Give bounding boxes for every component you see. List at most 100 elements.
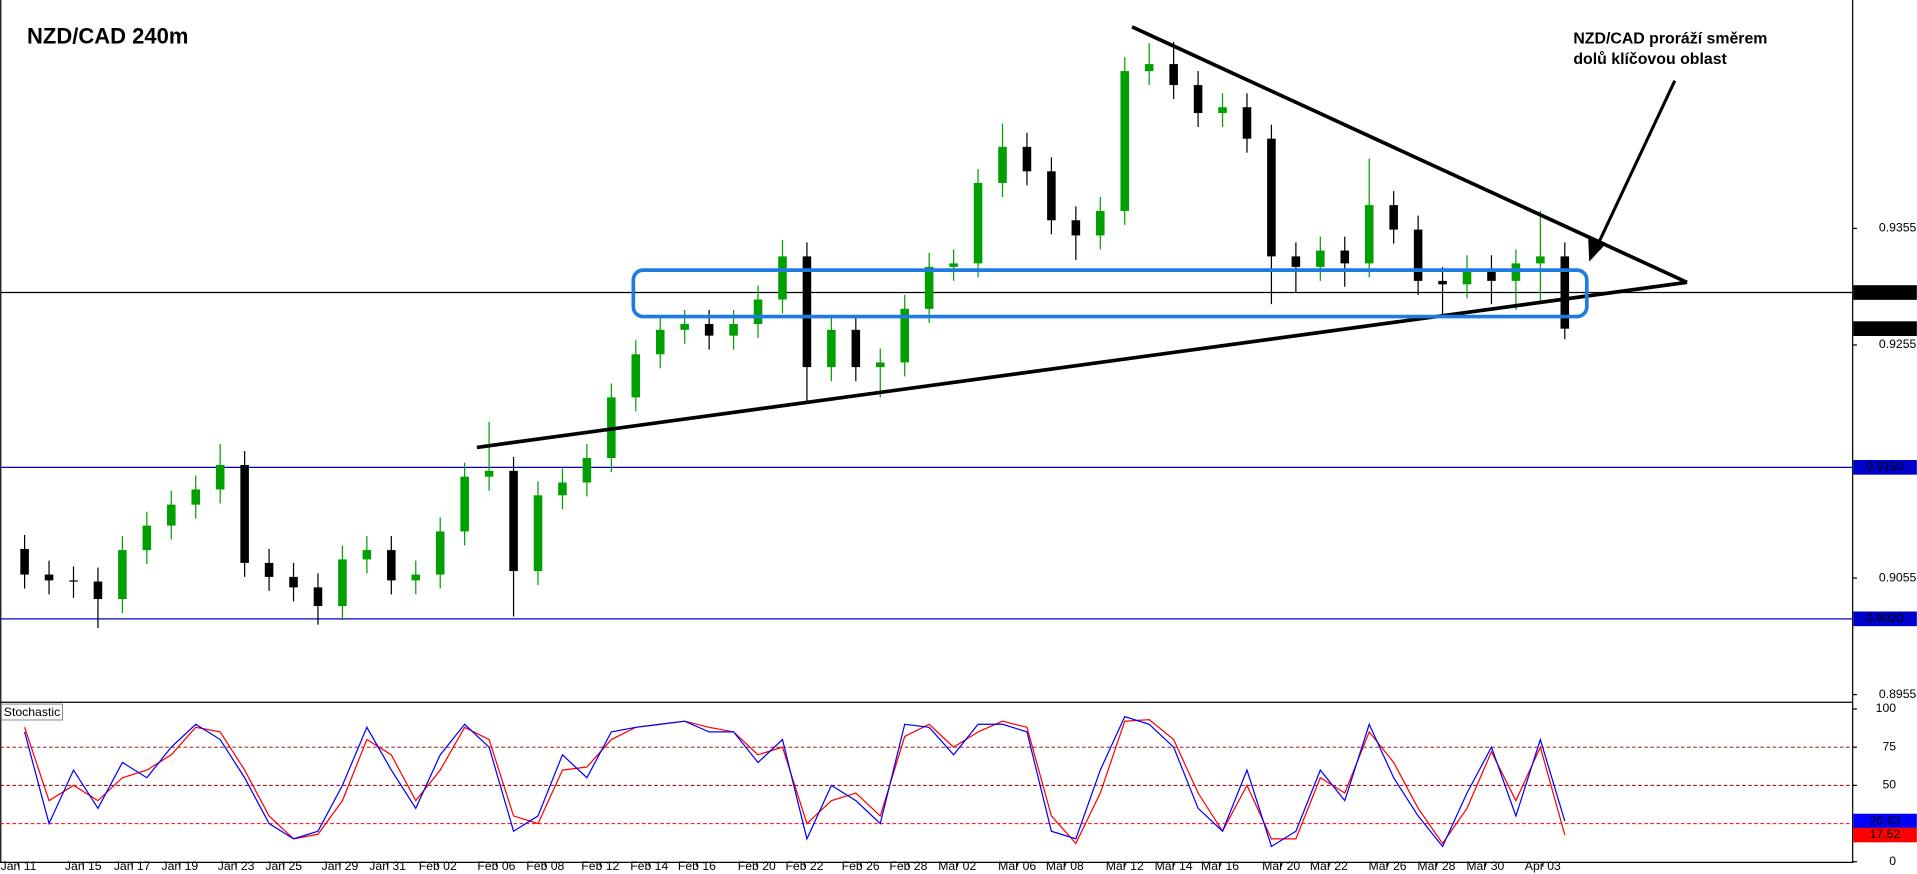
x-tick-label: Mar 06	[998, 859, 1036, 873]
x-tick-label: Mar 02	[938, 859, 976, 873]
candle-body	[1560, 256, 1570, 329]
candle-body	[387, 550, 396, 581]
candle-body	[191, 489, 201, 505]
x-tick-label: Mar 22	[1310, 859, 1348, 873]
x-tick-label: Feb 22	[785, 859, 823, 873]
candle-body	[215, 465, 225, 490]
candle-body	[1242, 107, 1252, 139]
price-label: 0.9150	[1866, 460, 1904, 474]
x-tick-label: Mar 08	[1046, 859, 1084, 873]
x-tick-label: Jan 17	[114, 859, 151, 873]
x-tick-label: Jan 19	[162, 859, 199, 873]
candle-body	[1462, 269, 1472, 285]
candle-body	[1047, 171, 1056, 221]
candle-body	[167, 504, 176, 526]
candle-body	[509, 470, 518, 572]
x-tick-label: Feb 08	[526, 859, 564, 873]
candle-body	[949, 263, 958, 267]
chart-title: NZD/CAD 240m	[27, 24, 188, 49]
x-tick-label: Jan 11	[1, 859, 37, 873]
price-label: 0.9020	[1866, 611, 1904, 625]
candle-body	[1316, 250, 1325, 267]
candle-body	[1096, 210, 1105, 236]
x-tick-label: Feb 16	[678, 859, 716, 873]
candle-body	[1071, 220, 1081, 236]
candle-body	[411, 574, 421, 581]
indicator-label: Stochastic	[4, 705, 60, 719]
x-tick-label: Mar 28	[1417, 859, 1455, 873]
candle-body	[753, 299, 763, 324]
x-tick-label: Jan 31	[369, 859, 406, 873]
arrow-shaft	[1597, 80, 1677, 243]
candle-body	[69, 580, 78, 582]
candle-body	[362, 550, 372, 560]
candle-body	[631, 354, 641, 398]
y-tick-label: 50	[1882, 778, 1896, 792]
arrow-head	[1588, 234, 1607, 262]
candle-body	[435, 531, 445, 575]
candle-body	[998, 146, 1007, 183]
x-tick-label: Feb 12	[581, 859, 619, 873]
stochastic-line	[24, 715, 1566, 848]
candle-body	[289, 576, 298, 588]
x-tick-label: Feb 02	[419, 859, 457, 873]
candle-body	[142, 525, 152, 551]
x-tick-label: Feb 06	[477, 859, 515, 873]
x-tick-label: Feb 20	[738, 859, 776, 873]
candle-body	[1218, 107, 1227, 114]
annotation: dolů klíčovou oblast	[1573, 51, 1727, 68]
price-label: 0.9300	[1866, 285, 1904, 299]
y-tick-label: 0.9055	[1879, 570, 1917, 584]
candle-body	[1438, 280, 1447, 285]
price-label-box	[1853, 285, 1917, 300]
candle-body	[1487, 269, 1496, 281]
candle-body	[875, 362, 885, 368]
drawings	[476, 25, 1688, 450]
price-label: 17.52	[1870, 827, 1901, 841]
stochastic-line	[24, 719, 1566, 845]
candle-body	[1120, 71, 1130, 211]
x-tick-label: Apr 03	[1525, 859, 1561, 873]
candle-body	[729, 323, 738, 336]
x-tick-label: Feb 14	[630, 859, 668, 873]
candle-body	[1536, 256, 1545, 264]
x-tick-label: Mar 14	[1155, 859, 1193, 873]
candle-body	[680, 323, 689, 330]
price-label-box	[1853, 460, 1917, 475]
candle-body	[582, 458, 592, 483]
y-tick-label: 0	[1889, 854, 1896, 868]
candle-body	[1022, 146, 1032, 172]
x-tick-label: Jan 25	[265, 859, 302, 873]
candle-body	[1144, 64, 1154, 72]
stochastic	[0, 715, 1853, 848]
candle-body	[1291, 256, 1301, 267]
x-tick-label: Mar 20	[1262, 859, 1300, 873]
trend-line	[476, 280, 1688, 450]
y-tick-label: 100	[1876, 701, 1897, 715]
price-label: 0.9269	[1866, 321, 1904, 335]
candle-body	[118, 550, 127, 600]
x-tick-label: Jan 23	[218, 859, 255, 873]
price-label-box	[1853, 813, 1917, 829]
candle-body	[704, 323, 714, 336]
candle-body	[924, 266, 934, 309]
x-tick-label: Feb 26	[842, 859, 880, 873]
y-tick-label: 75	[1882, 739, 1896, 753]
candle-body	[1389, 205, 1398, 230]
x-tick-label: Mar 12	[1106, 859, 1144, 873]
key-zone	[631, 268, 1589, 319]
candle-body	[1511, 263, 1521, 281]
candle-body	[93, 581, 103, 600]
candle-body	[655, 329, 665, 355]
candle-body	[460, 476, 469, 532]
candle-body	[802, 256, 812, 368]
candle-body	[851, 329, 861, 368]
candle-body	[44, 574, 54, 581]
candle-body	[1364, 205, 1374, 264]
price-label-box	[1853, 321, 1917, 336]
x-tick-label: Jan 29	[322, 859, 359, 873]
x-tick-label: Mar 16	[1201, 859, 1239, 873]
